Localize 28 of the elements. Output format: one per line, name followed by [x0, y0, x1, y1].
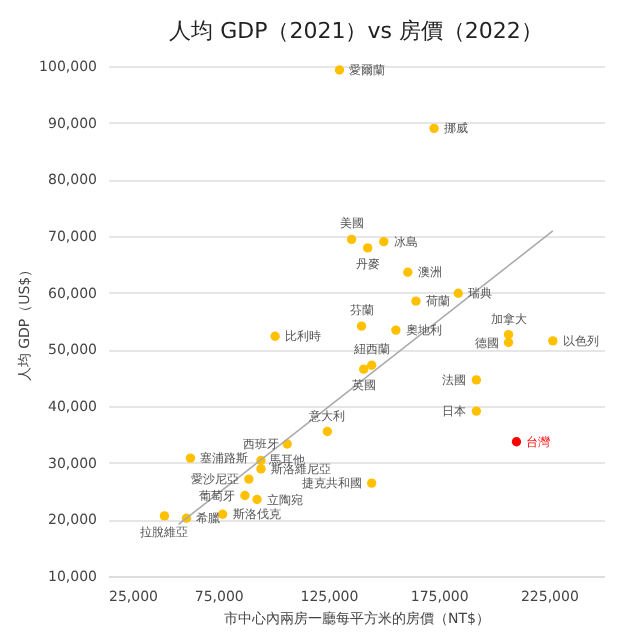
- chart-title: 人均 GDP（2021）vs 房價（2022）: [169, 18, 543, 44]
- point: [391, 325, 401, 335]
- point: [359, 364, 369, 374]
- point: [453, 288, 463, 298]
- point: [159, 511, 170, 521]
- point: [503, 337, 514, 348]
- point: [471, 375, 482, 385]
- point: [356, 321, 367, 331]
- point: [322, 426, 333, 437]
- point: [379, 236, 389, 247]
- point: [185, 453, 196, 463]
- point: [503, 329, 514, 340]
- point: [362, 243, 373, 253]
- point: [334, 65, 345, 75]
- point: [252, 494, 262, 505]
- point: [429, 123, 439, 134]
- point: [366, 478, 377, 488]
- point: [471, 406, 482, 416]
- point: [244, 474, 254, 484]
- point: [511, 437, 522, 447]
- point: [240, 490, 250, 501]
- point: [403, 267, 413, 277]
- point: [411, 296, 421, 306]
- point: [366, 360, 377, 370]
- point: [256, 464, 266, 474]
- point: [548, 336, 558, 346]
- point: [270, 331, 280, 341]
- point: [346, 234, 357, 245]
